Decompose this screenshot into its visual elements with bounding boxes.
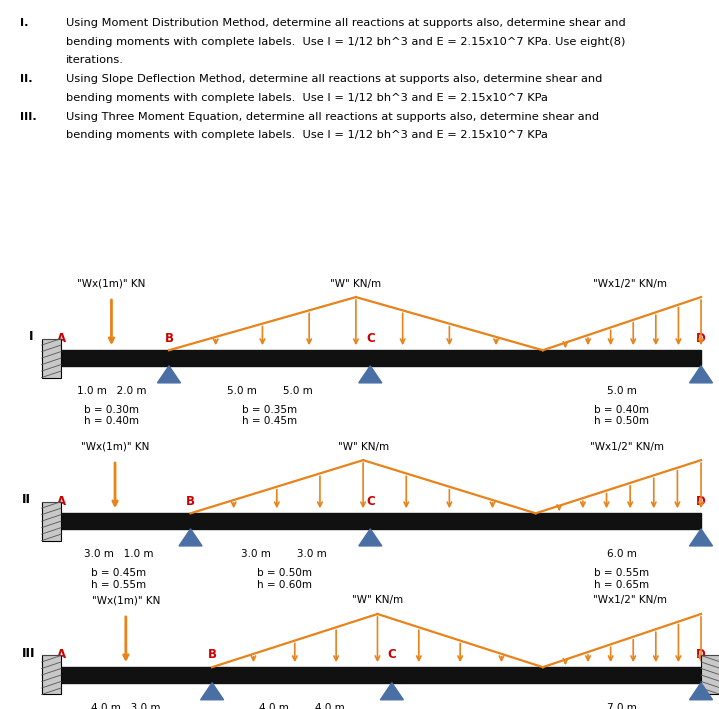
- Text: 5.0 m: 5.0 m: [607, 386, 637, 396]
- Text: Using Moment Distribution Method, determine all reactions at supports also, dete: Using Moment Distribution Method, determ…: [66, 18, 626, 28]
- Text: A: A: [57, 649, 65, 661]
- Text: C: C: [366, 332, 375, 345]
- Text: b = 0.35m
h = 0.45m: b = 0.35m h = 0.45m: [242, 405, 297, 426]
- Polygon shape: [157, 366, 180, 383]
- Text: A: A: [57, 495, 65, 508]
- Polygon shape: [201, 683, 224, 700]
- Text: 5.0 m        5.0 m: 5.0 m 5.0 m: [226, 386, 313, 396]
- Text: b = 0.55m
h = 0.65m: b = 0.55m h = 0.65m: [595, 568, 649, 589]
- Text: II.: II.: [20, 74, 33, 84]
- Text: B: B: [186, 495, 195, 508]
- Text: "Wx1/2" KN/m: "Wx1/2" KN/m: [593, 596, 667, 605]
- Text: 6.0 m: 6.0 m: [607, 549, 637, 559]
- Bar: [61, 350, 701, 366]
- Text: Using Slope Deflection Method, determine all reactions at supports also, determi: Using Slope Deflection Method, determine…: [66, 74, 603, 84]
- Text: iterations.: iterations.: [66, 55, 124, 65]
- Text: D: D: [696, 649, 706, 661]
- Bar: [42, 502, 61, 540]
- Text: b = 0.40m
h = 0.50m: b = 0.40m h = 0.50m: [595, 405, 649, 426]
- Text: D: D: [696, 495, 706, 508]
- Text: III: III: [22, 647, 35, 659]
- Polygon shape: [380, 683, 403, 700]
- Polygon shape: [690, 366, 713, 383]
- Bar: [42, 339, 61, 377]
- Text: 4.0 m   3.0 m: 4.0 m 3.0 m: [91, 703, 160, 709]
- Text: b = 0.50m
h = 0.60m: b = 0.50m h = 0.60m: [257, 568, 311, 589]
- Text: "Wx(1m)" KN: "Wx(1m)" KN: [77, 279, 146, 289]
- Text: B: B: [165, 332, 173, 345]
- Text: "W" KN/m: "W" KN/m: [352, 596, 403, 605]
- Text: "Wx1/2" KN/m: "Wx1/2" KN/m: [593, 279, 667, 289]
- Text: "Wx(1m)" KN: "Wx(1m)" KN: [91, 596, 160, 605]
- Text: I: I: [29, 330, 33, 342]
- Text: D: D: [696, 332, 706, 345]
- Text: "Wx(1m)" KN: "Wx(1m)" KN: [81, 442, 150, 452]
- Text: 3.0 m   1.0 m: 3.0 m 1.0 m: [84, 549, 153, 559]
- Text: "W" KN/m: "W" KN/m: [330, 279, 382, 289]
- Text: A: A: [57, 332, 65, 345]
- Bar: [61, 667, 701, 683]
- Polygon shape: [359, 529, 382, 546]
- Text: bending moments with complete labels.  Use I = 1/12 bh^3 and E = 2.15x10^7 KPa: bending moments with complete labels. Us…: [66, 130, 548, 140]
- Text: 3.0 m        3.0 m: 3.0 m 3.0 m: [241, 549, 327, 559]
- Text: "Wx1/2" KN/m: "Wx1/2" KN/m: [590, 442, 664, 452]
- Polygon shape: [179, 529, 202, 546]
- Text: "W" KN/m: "W" KN/m: [337, 442, 389, 452]
- Text: I.: I.: [20, 18, 29, 28]
- Text: 7.0 m: 7.0 m: [607, 703, 637, 709]
- Text: C: C: [388, 649, 396, 661]
- Bar: [42, 655, 61, 695]
- Bar: [61, 513, 701, 529]
- Polygon shape: [690, 529, 713, 546]
- Text: III.: III.: [20, 111, 37, 122]
- Text: b = 0.45m
h = 0.55m: b = 0.45m h = 0.55m: [91, 568, 146, 589]
- Text: b = 0.30m
h = 0.40m: b = 0.30m h = 0.40m: [84, 405, 139, 426]
- Bar: [701, 655, 719, 695]
- Polygon shape: [690, 683, 713, 700]
- Text: Using Three Moment Equation, determine all reactions at supports also, determine: Using Three Moment Equation, determine a…: [66, 111, 599, 122]
- Text: 1.0 m   2.0 m: 1.0 m 2.0 m: [77, 386, 146, 396]
- Text: C: C: [366, 495, 375, 508]
- Polygon shape: [359, 366, 382, 383]
- Text: II: II: [22, 493, 31, 506]
- Text: B: B: [208, 649, 216, 661]
- Text: 4.0 m        4.0 m: 4.0 m 4.0 m: [259, 703, 345, 709]
- Text: bending moments with complete labels.  Use I = 1/12 bh^3 and E = 2.15x10^7 KPa: bending moments with complete labels. Us…: [66, 93, 548, 103]
- Text: bending moments with complete labels.  Use I = 1/12 bh^3 and E = 2.15x10^7 KPa. : bending moments with complete labels. Us…: [66, 37, 626, 47]
